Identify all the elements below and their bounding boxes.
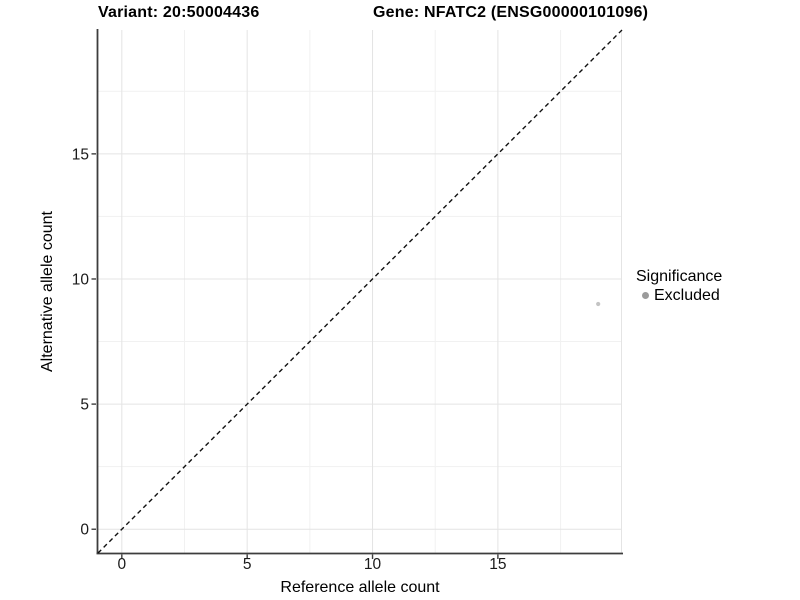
y-tick-label-15: 15 bbox=[72, 146, 89, 163]
plot-title-variant: Variant: 20:50004436 bbox=[98, 4, 260, 21]
data-point-0 bbox=[596, 301, 601, 307]
legend-item-excluded: Excluded bbox=[636, 286, 722, 305]
legend-title: Significance bbox=[636, 268, 723, 285]
x-tick-label-5: 5 bbox=[243, 556, 252, 573]
x-tick-label-10: 10 bbox=[364, 556, 382, 573]
y-tick-label-0: 0 bbox=[80, 522, 89, 539]
y-tick-label-5: 5 bbox=[80, 397, 89, 414]
y-axis-label: Alternative allele count bbox=[39, 210, 56, 372]
legend: Significance Excluded bbox=[636, 267, 722, 305]
y-tick-label-10: 10 bbox=[72, 271, 90, 288]
x-axis-label: Reference allele count bbox=[280, 579, 440, 596]
legend-key-dot bbox=[642, 292, 649, 299]
x-tick-label-0: 0 bbox=[118, 556, 127, 573]
identity-dashed-line bbox=[97, 29, 623, 554]
plot-title-gene: Gene: NFATC2 (ENSG00000101096) bbox=[373, 4, 649, 21]
x-tick-label-15: 15 bbox=[489, 556, 506, 573]
legend-item-label: Excluded bbox=[654, 287, 720, 304]
